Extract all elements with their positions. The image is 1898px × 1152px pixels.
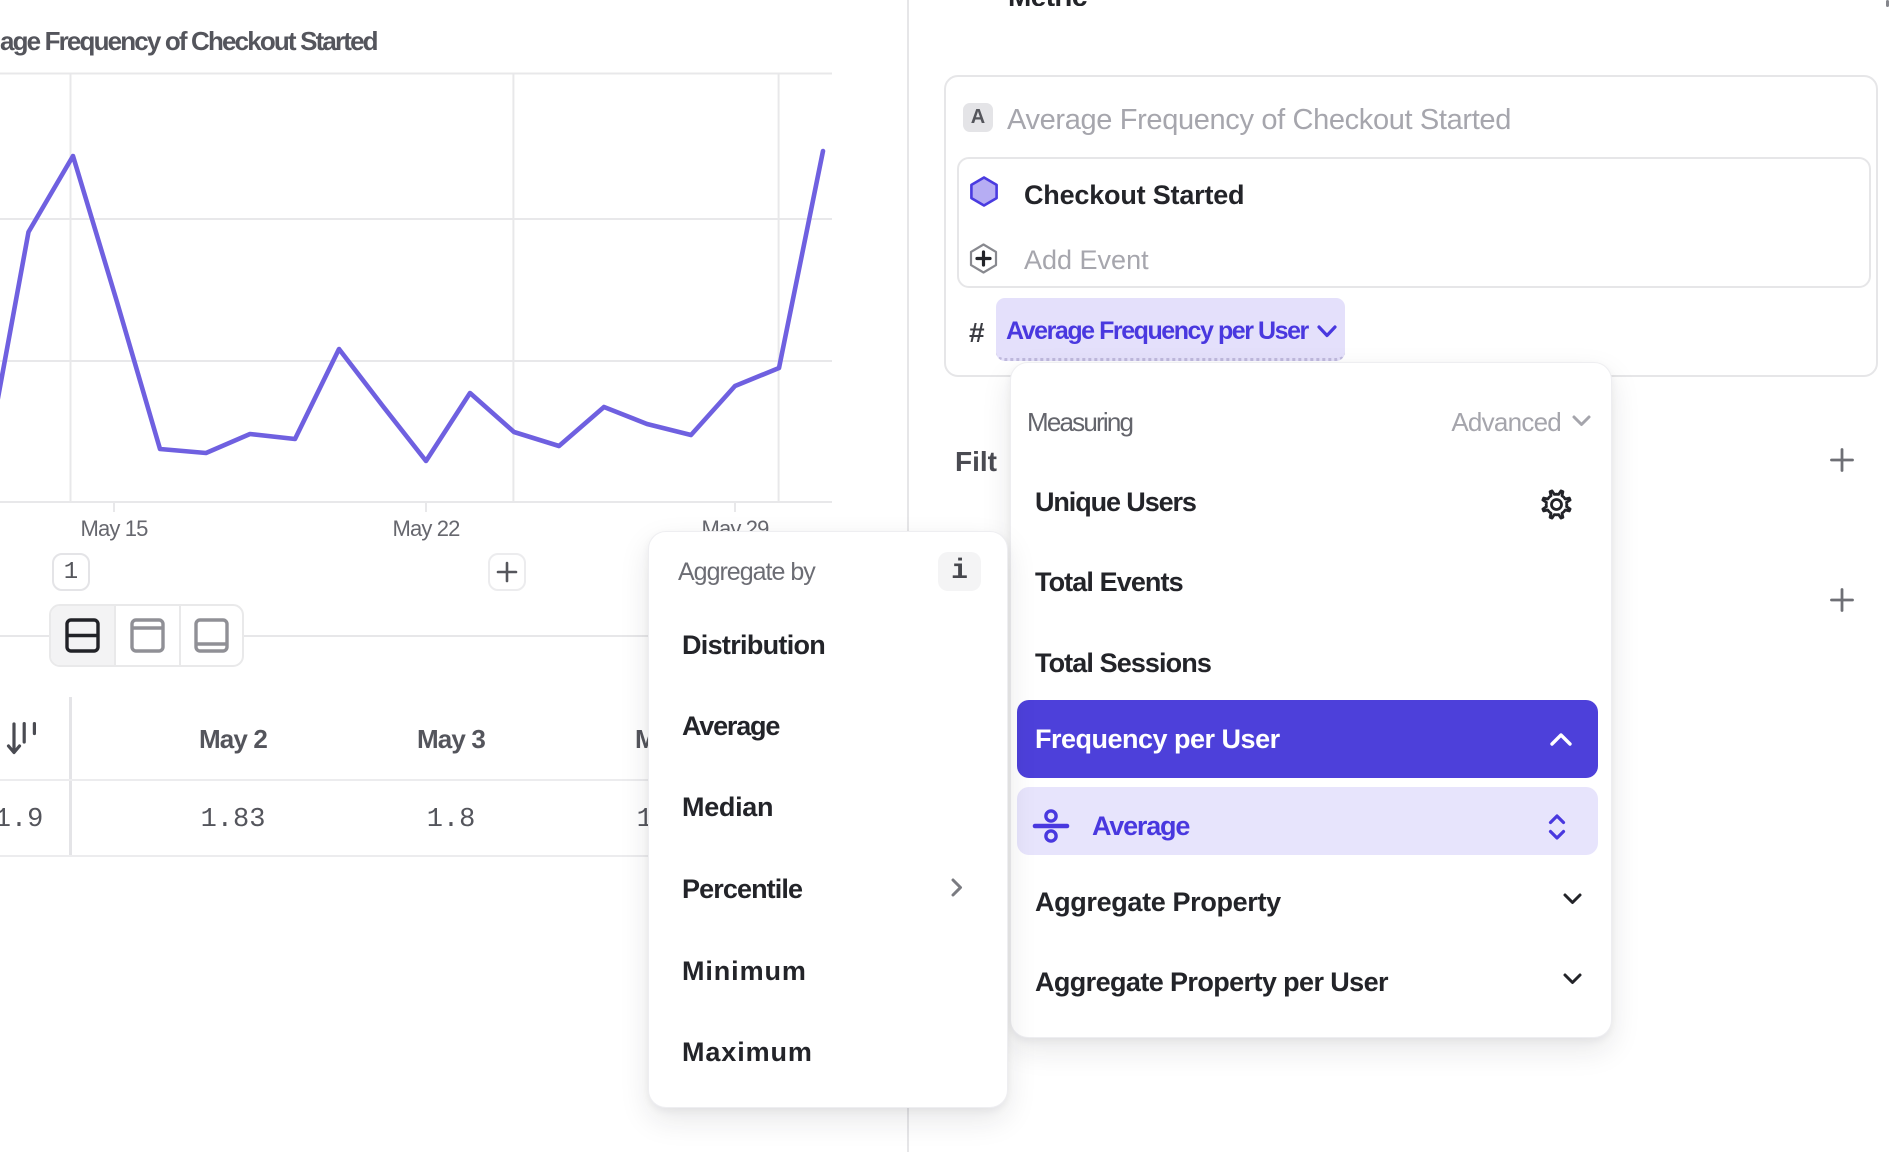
svg-text:May 22: May 22 — [392, 516, 460, 541]
svg-text:May 15: May 15 — [80, 516, 148, 541]
